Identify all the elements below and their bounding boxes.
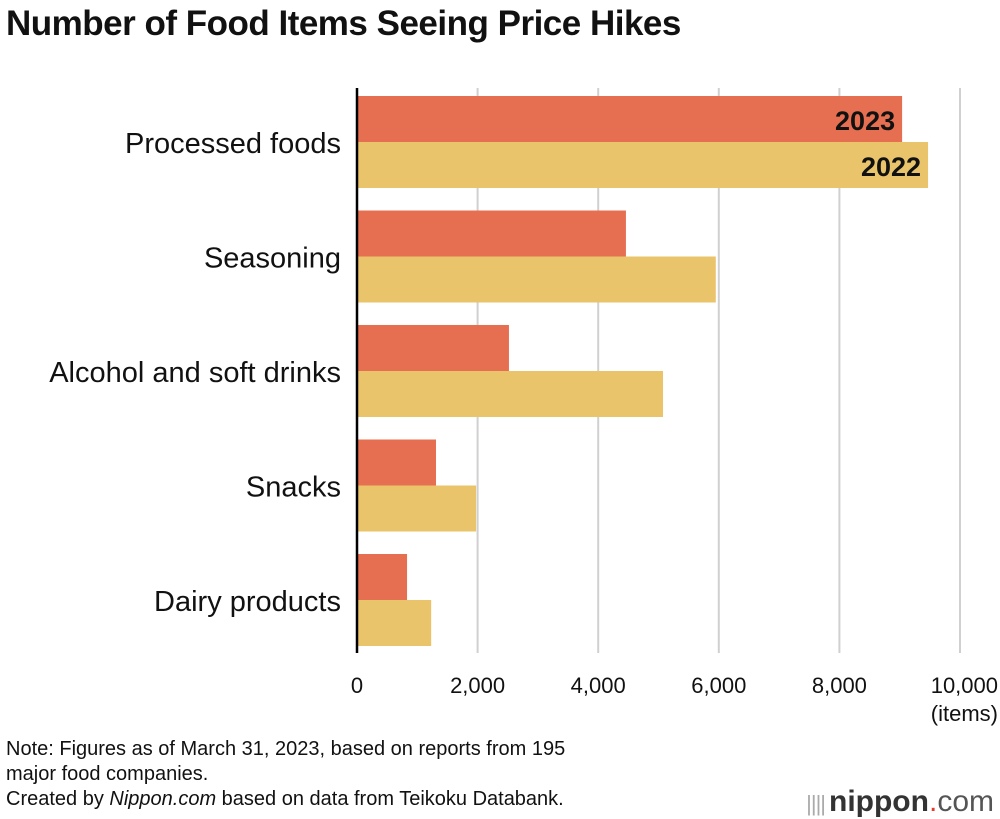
x-tick-label: 0 (351, 673, 363, 698)
category-label: Alcohol and soft drinks (49, 357, 341, 389)
category-label: Seasoning (204, 243, 341, 275)
bar-2022 (357, 485, 477, 532)
series-label-2023: 2023 (835, 106, 895, 136)
bar-2023 (357, 210, 626, 257)
x-tick-label: 8,000 (812, 673, 867, 698)
bar-2022 (357, 256, 716, 303)
bar-2023 (357, 439, 436, 486)
note-line-2: major food companies. (6, 763, 209, 785)
credit-prefix: Created by (6, 788, 110, 810)
bar-2023 (357, 325, 509, 371)
nippon-logo: |||| nippon.com (806, 785, 994, 818)
x-tick-label: 6,000 (691, 673, 746, 698)
bar-2022 (357, 142, 929, 188)
credit-line: Created by Nippon.com based on data from… (6, 787, 565, 812)
x-axis-label: (items) (931, 701, 998, 726)
bar-2022 (357, 600, 432, 646)
category-label: Snacks (246, 472, 341, 504)
series-label-2022: 2022 (861, 152, 921, 182)
category-label: Dairy products (154, 586, 341, 618)
bar-2023 (357, 554, 408, 600)
chart-note: Note: Figures as of March 31, 2023, base… (6, 737, 565, 812)
credit-suffix: based on data from Teikoku Databank. (216, 788, 564, 810)
bar-2023 (357, 96, 903, 142)
x-tick-label: 4,000 (571, 673, 626, 698)
logo-bars-icon: |||| (806, 791, 826, 816)
bar-chart: 0 2,000 4,000 6,000 8,000 10,000 (items) Proces… (49, 88, 998, 726)
x-tick-label: 10,000 (931, 673, 998, 698)
chart-title: Number of Food Items Seeing Price Hikes (6, 4, 681, 43)
note-line-1: Note: Figures as of March 31, 2023, base… (6, 738, 566, 760)
category-label: Processed foods (125, 128, 341, 160)
x-tick-label: 2,000 (450, 673, 505, 698)
bar-2022 (357, 371, 664, 417)
credit-source: Nippon.com (109, 788, 217, 810)
